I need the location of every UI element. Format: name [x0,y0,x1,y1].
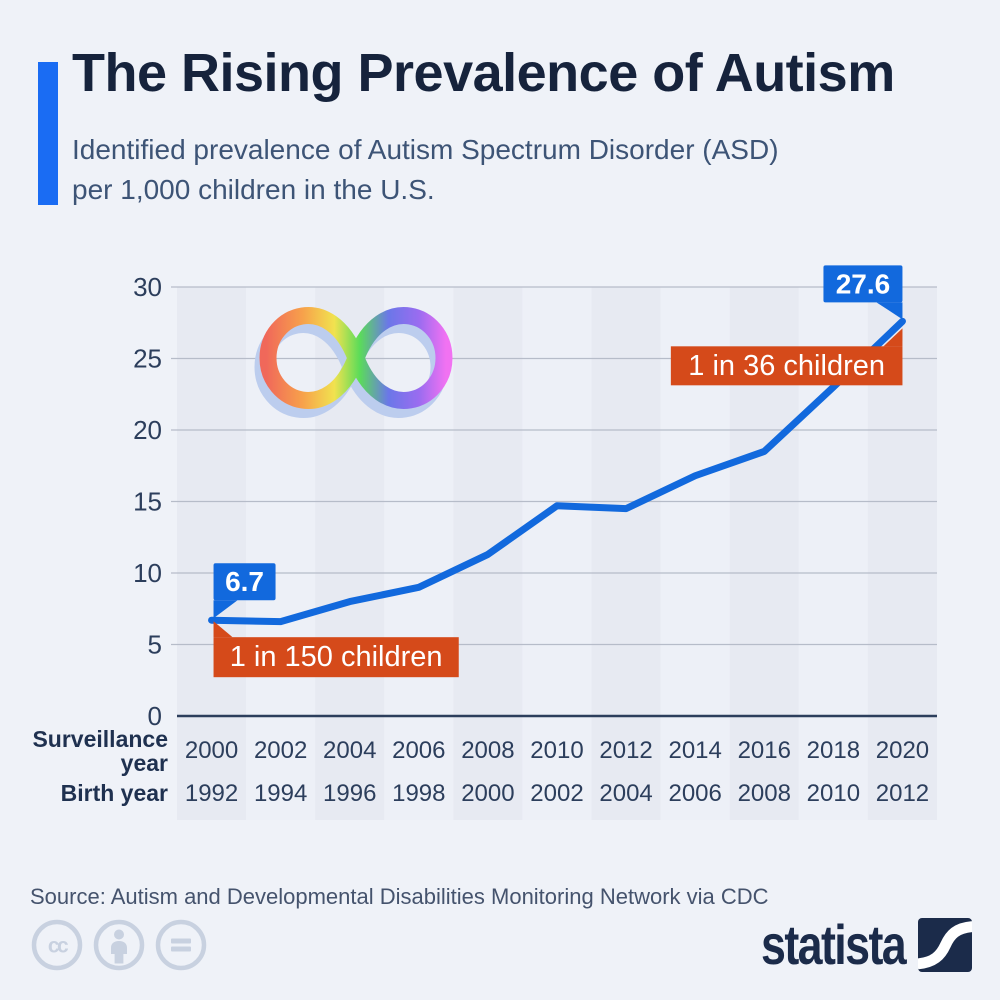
page-subtitle-line-1: Identified prevalence of Autism Spectrum… [72,134,779,165]
ratio-badge-pointer [883,328,903,347]
y-axis-label: 5 [148,630,162,660]
birth-year-tick-label: 2008 [738,780,791,807]
svg-text:cc: cc [48,935,69,958]
ratio-badge-box [213,637,459,678]
surveillance-year-tick-label: 2002 [254,737,307,764]
infinity-gradient-stroke [259,307,453,409]
birth-year-tick-label: 1994 [254,780,307,807]
ratio-badge-box [670,346,903,386]
birth-year-tick-label: 2002 [530,780,583,807]
birth-year-tick-label: 2010 [807,780,860,807]
x-axis-row-label: year [121,750,168,776]
birth-year-tick-label: 2006 [668,780,721,807]
page-title: The Rising Prevalence of Autism [72,43,895,103]
statista-logo-mark [918,918,972,972]
title-accent-bar [38,62,58,205]
birth-year-tick-label: 2012 [876,780,929,807]
license-icons: cc [30,918,208,972]
ratio-badge: 1 in 150 children [213,621,459,678]
value-callout-pointer [876,302,903,320]
surveillance-year-tick-label: 2004 [323,737,376,764]
birth-year-tick-label: 1996 [323,780,376,807]
y-axis-label: 10 [133,558,162,588]
value-callout-box [213,563,276,601]
value-callout-pointer [213,600,238,619]
value-callout: 6.7 [213,563,276,619]
surveillance-year-tick-label: 2008 [461,737,514,764]
x-axis-row-label: Surveillance [32,726,168,752]
surveillance-year-tick-label: 2012 [599,737,652,764]
column-band [591,287,661,820]
no-derivatives-icon [155,919,207,971]
x-axis-row-label: Birth year [61,780,168,806]
surveillance-year-tick-label: 2014 [668,737,721,764]
surveillance-year-tick-label: 2018 [807,737,860,764]
column-band [522,287,592,820]
source-text: Source: Autism and Developmental Disabil… [30,884,769,909]
ratio-badge: 1 in 36 children [670,328,903,386]
y-axis-label: 25 [133,344,162,374]
birth-year-tick-label: 1992 [185,780,238,807]
surveillance-year-tick-label: 2000 [185,737,238,764]
y-axis-label: 15 [133,487,162,517]
chart-foreground-layer: 1 in 150 children 1 in 36 children 6.7 27.6… [32,265,937,807]
value-callout-box [823,265,903,303]
surveillance-year-tick-label: 2010 [530,737,583,764]
page-subtitle: Identified prevalence of Autism Spectrum… [72,130,952,210]
birth-year-tick-label: 2000 [461,780,514,807]
statista-logo: statista [725,917,972,973]
page-subtitle-line-2: per 1,000 children in the U.S. [72,174,435,205]
rainbow-infinity-icon [254,307,453,418]
birth-year-tick-label: 2004 [599,780,652,807]
ratio-badge-text: 1 in 36 children [688,350,885,382]
y-axis-label: 20 [133,415,162,445]
surveillance-year-tick-label: 2020 [876,737,929,764]
attribution-icon [93,919,145,971]
column-band [177,287,247,820]
prevalence-line [208,317,906,626]
statista-wordmark: statista [760,913,907,976]
value-callout: 27.6 [823,265,903,320]
y-axis-label: 30 [133,272,162,302]
surveillance-year-tick-label: 2006 [392,737,445,764]
ratio-badge-text: 1 in 150 children [230,641,443,673]
ratio-badge-pointer [213,621,233,638]
prevalence-line-chart: 0 5 10 15 20 25 30 1 in 150 children 1 in 36 ch… [32,265,937,820]
surveillance-year-tick-label: 2016 [738,737,791,764]
value-callout-text: 27.6 [836,268,891,299]
value-callout-text: 6.7 [225,566,264,597]
cc-icon: cc [31,919,83,971]
birth-year-tick-label: 1998 [392,780,445,807]
y-axis-label: 0 [148,701,162,731]
